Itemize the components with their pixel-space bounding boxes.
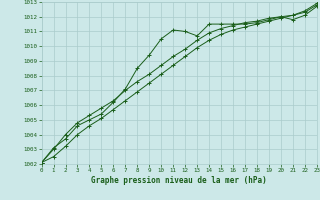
X-axis label: Graphe pression niveau de la mer (hPa): Graphe pression niveau de la mer (hPa): [91, 176, 267, 185]
